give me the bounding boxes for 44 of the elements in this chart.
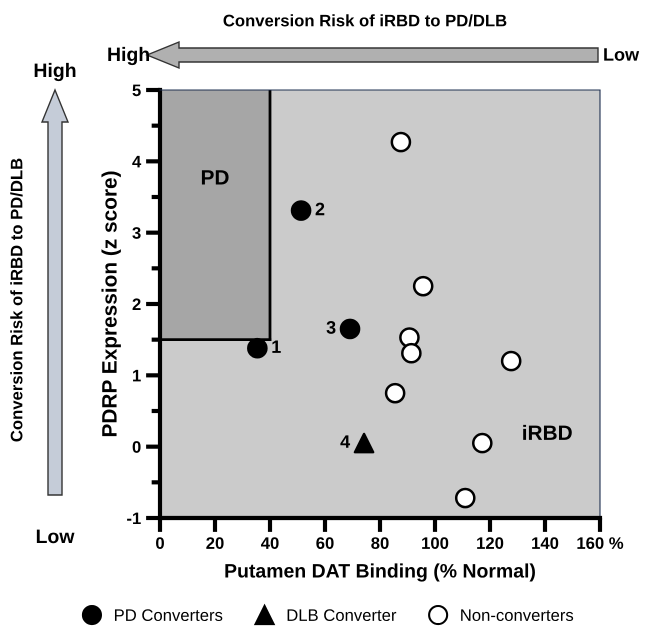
x-tick-label: 160 % — [577, 537, 624, 549]
point — [290, 200, 312, 221]
x-axis-title: Putamen DAT Binding (% Normal) — [225, 563, 535, 582]
point — [472, 432, 493, 454]
text: High — [108, 46, 149, 66]
text: Conversion Risk of iRBD to PD/DLB — [224, 14, 506, 27]
point — [401, 342, 422, 364]
x-tick-label: 60 — [316, 537, 334, 549]
point — [390, 132, 412, 152]
x-tick-label: 40 — [260, 537, 279, 549]
annotation: 3 — [326, 321, 336, 334]
x-tick-label: 100 — [422, 537, 448, 549]
y-tick-label: -1 — [127, 512, 141, 524]
point — [412, 276, 434, 296]
x-tick-label: 140 — [532, 537, 558, 549]
y-tick-label: 1 — [133, 370, 141, 382]
annotation: 1 — [272, 340, 281, 353]
annotation: 4 — [340, 435, 350, 448]
legend-label: DLB Converter — [288, 609, 396, 622]
legend-label: Non-converters — [461, 609, 574, 622]
text: Low — [604, 48, 640, 61]
point — [454, 488, 476, 508]
x-tick-label: 20 — [206, 537, 224, 549]
y-axis-title: PDRP Expression (z score) — [101, 171, 121, 436]
text: High — [34, 62, 76, 82]
x-tick-label: 80 — [371, 537, 389, 549]
x-tick-label: 0 — [156, 537, 164, 549]
text: Low — [36, 530, 74, 544]
point — [384, 382, 406, 404]
y-tick-label: 4 — [132, 156, 142, 168]
y-tick-label: 3 — [132, 227, 141, 239]
y-tick-label: 2 — [132, 298, 141, 310]
y-tick-label: 0 — [132, 441, 141, 453]
annotation: iRBD — [523, 424, 572, 440]
legend-label: PD Converters — [114, 609, 222, 622]
y-tick-label: 5 — [132, 84, 141, 96]
point — [247, 338, 268, 359]
band-label: PD — [202, 170, 229, 185]
annotation: 2 — [316, 202, 324, 216]
point — [340, 318, 360, 340]
x-tick-label: 120 — [477, 537, 504, 549]
point — [500, 350, 522, 372]
point — [354, 432, 374, 454]
text: Conversion Risk of iRBD to PD/DLB — [10, 158, 23, 442]
